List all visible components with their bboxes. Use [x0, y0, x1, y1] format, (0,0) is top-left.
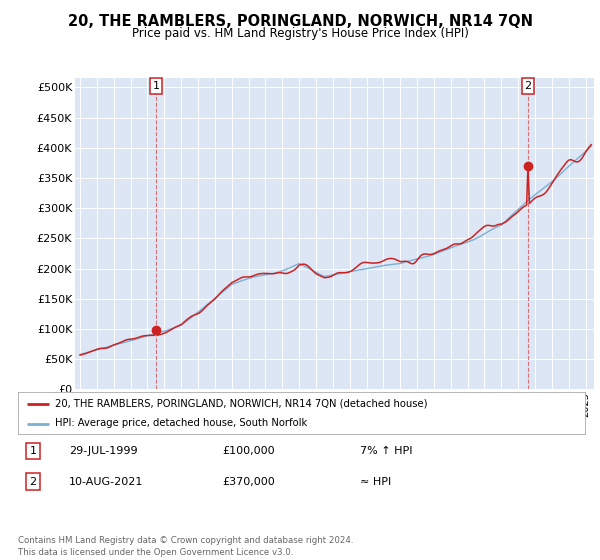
Text: £370,000: £370,000 — [222, 477, 275, 487]
Text: HPI: Average price, detached house, South Norfolk: HPI: Average price, detached house, Sout… — [55, 418, 307, 428]
Text: 1: 1 — [152, 81, 160, 91]
Text: 20, THE RAMBLERS, PORINGLAND, NORWICH, NR14 7QN: 20, THE RAMBLERS, PORINGLAND, NORWICH, N… — [67, 14, 533, 29]
Text: ≈ HPI: ≈ HPI — [360, 477, 391, 487]
Text: 20, THE RAMBLERS, PORINGLAND, NORWICH, NR14 7QN (detached house): 20, THE RAMBLERS, PORINGLAND, NORWICH, N… — [55, 399, 427, 409]
Text: 1: 1 — [29, 446, 37, 456]
Text: 10-AUG-2021: 10-AUG-2021 — [69, 477, 143, 487]
Text: Price paid vs. HM Land Registry's House Price Index (HPI): Price paid vs. HM Land Registry's House … — [131, 27, 469, 40]
Text: 2: 2 — [524, 81, 532, 91]
Text: 2: 2 — [29, 477, 37, 487]
Text: Contains HM Land Registry data © Crown copyright and database right 2024.
This d: Contains HM Land Registry data © Crown c… — [18, 536, 353, 557]
Text: 7% ↑ HPI: 7% ↑ HPI — [360, 446, 413, 456]
Text: 29-JUL-1999: 29-JUL-1999 — [69, 446, 137, 456]
Text: £100,000: £100,000 — [222, 446, 275, 456]
